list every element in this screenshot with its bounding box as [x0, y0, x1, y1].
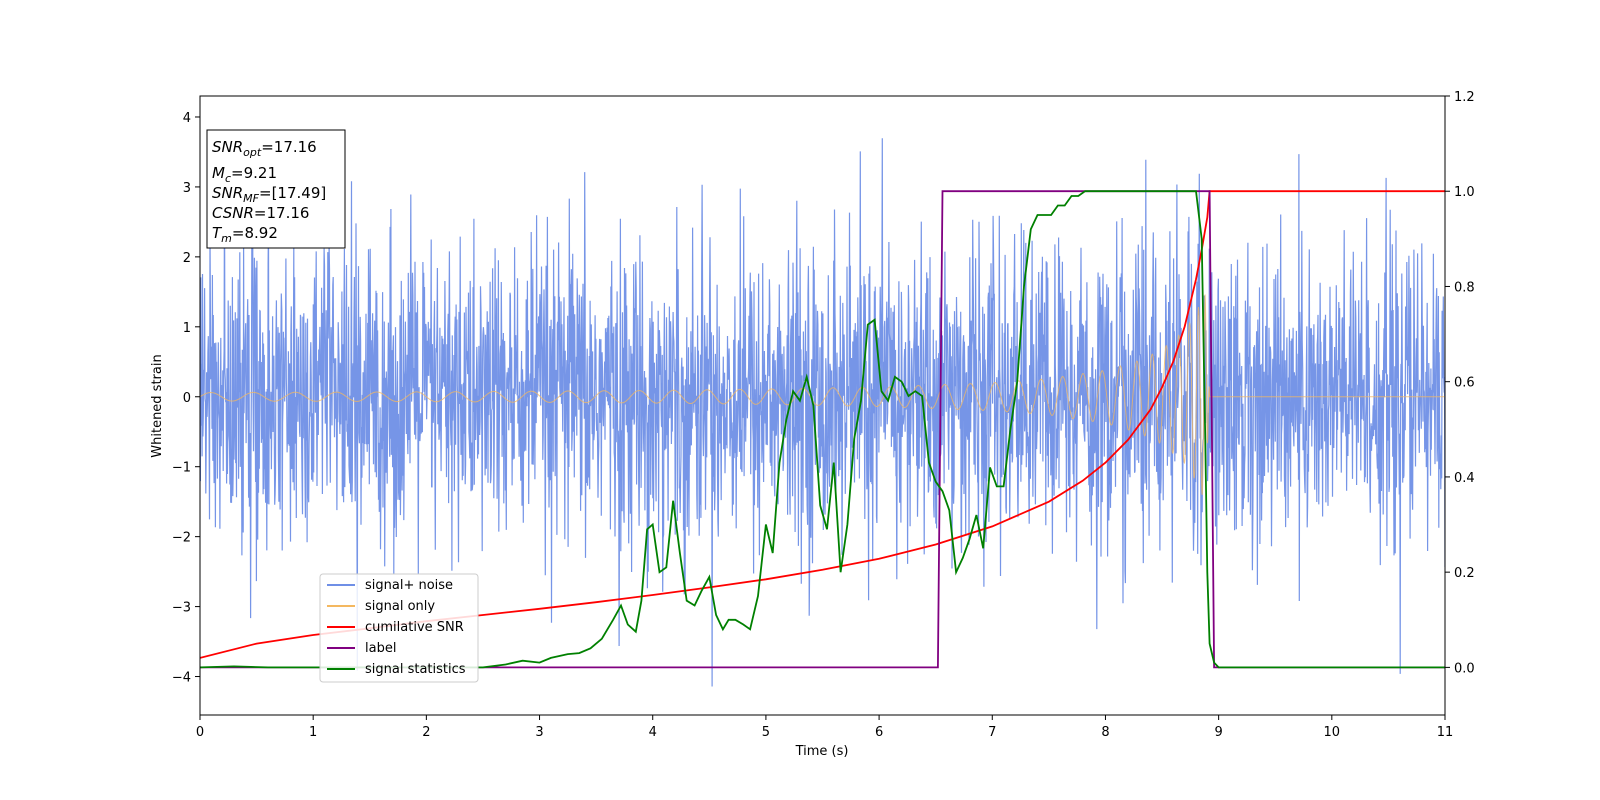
y-axis-label: Whitened strain	[150, 354, 165, 457]
y-right-tick-label: 0.4	[1454, 471, 1475, 486]
annotation-box: SNRopt=17.16 Mc=9.21 SNRMF=[17.49] CSNR=…	[206, 129, 346, 249]
x-tick-label: 9	[1214, 725, 1222, 740]
annotation-snr-opt: SNRopt=17.16	[212, 138, 317, 159]
x-axis-label: Time (s)	[795, 744, 849, 759]
y-left-tick-label: −3	[172, 601, 191, 616]
x-tick-label: 10	[1324, 725, 1341, 740]
y-left-tick-label: −1	[172, 461, 191, 476]
plot-frame	[199, 95, 1446, 716]
legend-label-label: label	[365, 641, 396, 656]
legend-label-signal: signal only	[365, 599, 435, 614]
y-left-tick-label: 3	[183, 181, 191, 196]
annotation-tm: Tm=8.92	[212, 224, 278, 245]
y-right-tick-label: 0.6	[1454, 376, 1475, 391]
y-right-tick-label: 1.0	[1454, 185, 1475, 200]
y-right-tick-label: 0.8	[1454, 280, 1475, 295]
annotation-csnr: CSNR=17.16	[212, 204, 309, 222]
y-left-tick-label: −2	[172, 531, 191, 546]
y-left-tick-label: −4	[172, 671, 191, 686]
x-tick-label: 2	[422, 725, 430, 740]
ticks-layer: 0 1 2 3 4 5 6 7 8 9 10 11 −4 −3 −2 −1 0 1 2 3 4 0.0 0.2 0.4 0.6 0…	[172, 90, 1475, 740]
y-left-tick-label: 2	[183, 251, 191, 266]
series-noise	[200, 138, 1445, 687]
y-right-tick-label: 0.0	[1454, 661, 1475, 676]
y-left-tick-label: 0	[183, 391, 191, 406]
y-right-tick-label: 1.2	[1454, 90, 1475, 105]
x-tick-label: 1	[309, 725, 317, 740]
x-tick-label: 3	[535, 725, 543, 740]
x-tick-label: 0	[196, 725, 204, 740]
legend-frame	[319, 573, 479, 683]
series-stats	[200, 190, 1445, 669]
x-tick-label: 4	[649, 725, 657, 740]
x-tick-label: 7	[988, 725, 996, 740]
legend-label-stats: signal statistics	[365, 662, 466, 677]
annotation-mc: Mc=9.21	[212, 164, 277, 185]
legend-label-csnr: cumilative SNR	[365, 620, 464, 635]
annotation-snr-mf: SNRMF=[17.49]	[212, 184, 326, 205]
x-tick-label: 6	[875, 725, 883, 740]
y-left-tick-label: 1	[183, 321, 191, 336]
legend: signal+ noise signal only cumilative SNR…	[319, 573, 479, 683]
legend-label-noise: signal+ noise	[365, 578, 453, 593]
y-right-tick-label: 0.2	[1454, 566, 1475, 581]
x-tick-label: 8	[1101, 725, 1109, 740]
series-signal	[200, 294, 1445, 495]
y-left-tick-label: 4	[183, 111, 191, 126]
x-tick-label: 5	[762, 725, 770, 740]
annotation-frame	[206, 129, 346, 249]
x-tick-label: 11	[1437, 725, 1454, 740]
